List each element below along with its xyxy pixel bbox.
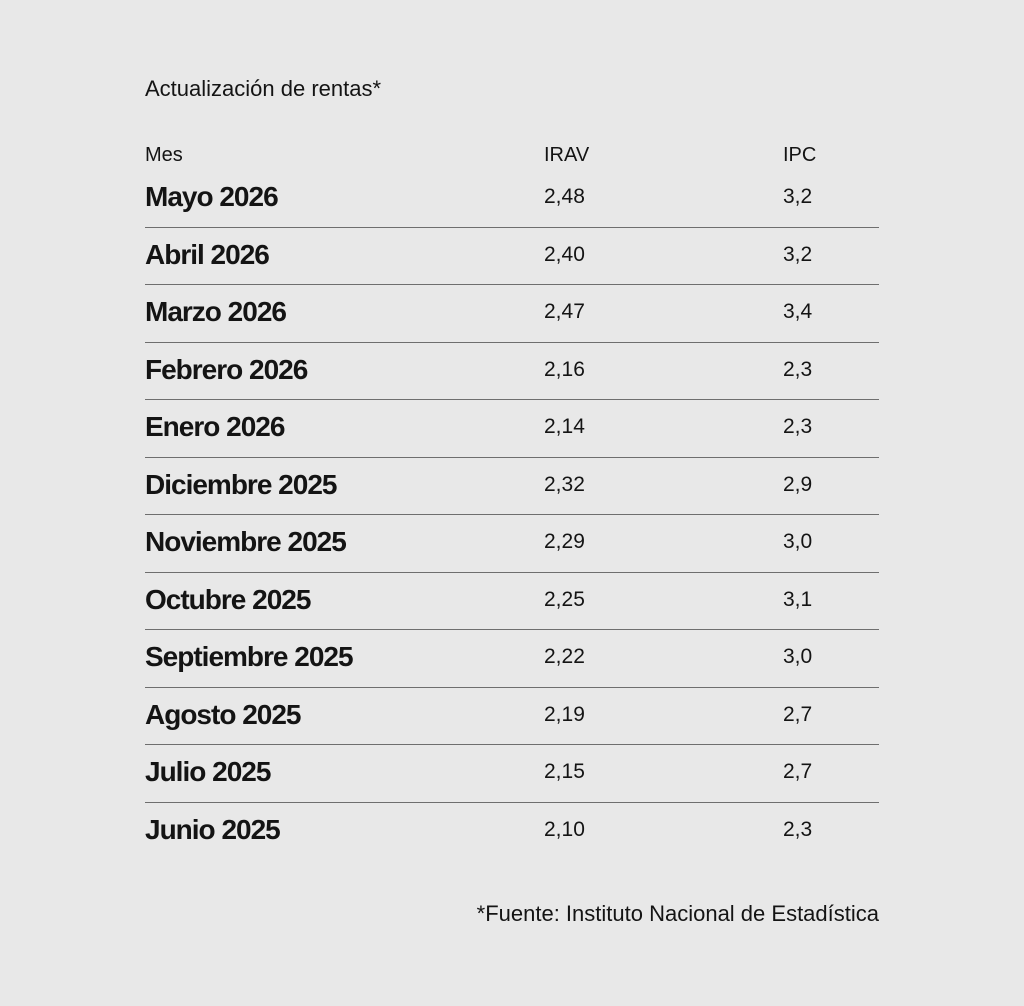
source-note: *Fuente: Instituto Nacional de Estadísti…	[476, 901, 879, 926]
row-month: Diciembre 2025	[145, 468, 337, 500]
table-row: Febrero 2026 2,16 2,3	[145, 343, 879, 400]
row-ipc-value: 3,0	[783, 530, 813, 553]
header-ipc: IPC	[783, 144, 817, 166]
header-irav: IRAV	[544, 144, 590, 166]
row-irav-value: 2,19	[544, 702, 585, 726]
table-header: Mes IRAV IPC	[145, 140, 879, 170]
row-ipc-value: 2,7	[783, 760, 813, 783]
row-irav-value: 2,48	[544, 185, 585, 208]
table-row: Julio 2025 2,15 2,7	[145, 745, 879, 803]
table-row: Septiembre 2025 2,22 3,0	[145, 630, 879, 688]
row-ipc-value: 3,1	[783, 587, 813, 611]
row-irav-value: 2,14	[544, 415, 585, 438]
row-irav-value: 2,32	[544, 472, 585, 496]
row-irav-value: 2,47	[544, 300, 585, 323]
row-month: Agosto 2025	[145, 698, 301, 730]
row-month: Febrero 2026	[145, 353, 308, 385]
row-month: Julio 2025	[145, 756, 271, 787]
row-ipc-value: 3,0	[783, 645, 813, 668]
row-month: Septiembre 2025	[145, 641, 354, 672]
row-irav-value: 2,15	[544, 760, 585, 783]
row-irav-value: 2,10	[544, 817, 585, 841]
row-ipc-value: 2,9	[783, 472, 813, 496]
row-month: Mayo 2026	[145, 181, 279, 212]
row-month: Junio 2025	[145, 813, 281, 845]
row-ipc-value: 3,2	[783, 185, 813, 208]
row-ipc-value: 2,3	[783, 415, 813, 438]
table-row: Octubre 2025 2,25 3,1	[145, 573, 879, 630]
row-irav-value: 2,22	[544, 645, 585, 668]
rent-update-table: Mes IRAV IPC Mayo 2026 2,48 3,2 Abril 20…	[145, 140, 879, 860]
row-irav-value: 2,40	[544, 242, 585, 266]
header-month: Mes	[145, 144, 183, 166]
table-row: Diciembre 2025 2,32 2,9	[145, 458, 879, 515]
table-row: Junio 2025 2,10 2,3	[145, 803, 879, 861]
table-row: Mayo 2026 2,48 3,2	[145, 170, 879, 228]
row-irav-value: 2,25	[544, 587, 585, 611]
row-month: Marzo 2026	[145, 296, 287, 327]
row-month: Octubre 2025	[145, 583, 311, 615]
row-irav-value: 2,16	[544, 357, 585, 381]
row-month: Enero 2026	[145, 411, 285, 442]
table-row: Abril 2026 2,40 3,2	[145, 228, 879, 285]
table-row: Marzo 2026 2,47 3,4	[145, 285, 879, 343]
row-ipc-value: 2,3	[783, 817, 813, 841]
row-ipc-value: 3,4	[783, 300, 813, 323]
page-title: Actualización de rentas*	[145, 76, 382, 101]
table-row: Enero 2026 2,14 2,3	[145, 400, 879, 458]
row-ipc-value: 2,7	[783, 702, 813, 726]
row-month: Abril 2026	[145, 238, 270, 270]
row-ipc-value: 3,2	[783, 242, 813, 266]
table-row: Noviembre 2025 2,29 3,0	[145, 515, 879, 573]
table-row: Agosto 2025 2,19 2,7	[145, 688, 879, 745]
row-ipc-value: 2,3	[783, 357, 813, 381]
row-irav-value: 2,29	[544, 530, 585, 553]
row-month: Noviembre 2025	[145, 526, 347, 557]
